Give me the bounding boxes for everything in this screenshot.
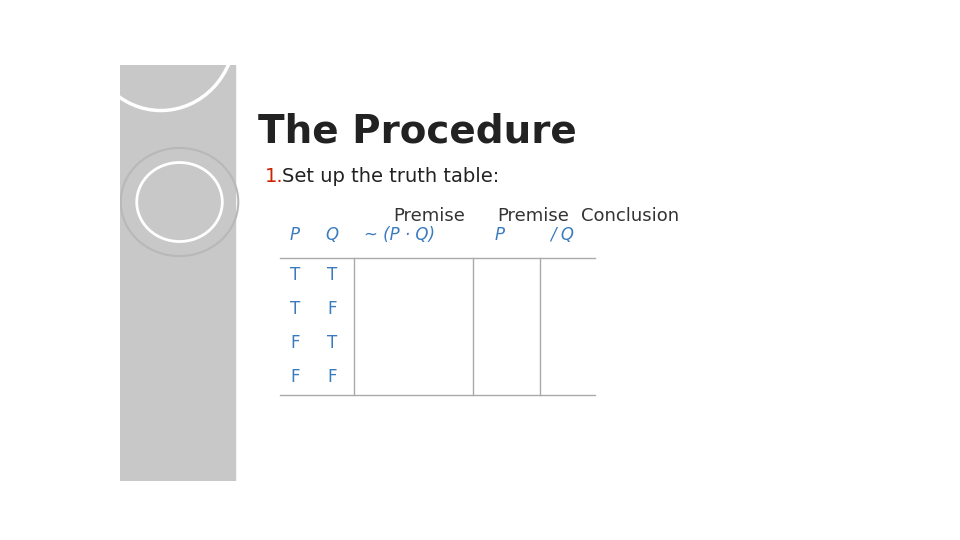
Text: The Procedure: The Procedure [257,113,576,151]
Text: ~ (P · Q): ~ (P · Q) [364,226,435,245]
Text: F: F [290,334,300,353]
Text: T: T [290,300,300,318]
Text: Premise: Premise [393,207,465,225]
Text: Conclusion: Conclusion [581,207,679,225]
Text: T: T [290,266,300,284]
Text: Q: Q [325,226,339,245]
Text: T: T [327,266,337,284]
Text: F: F [290,368,300,387]
Text: T: T [327,334,337,353]
Bar [120,65,235,481]
Text: F: F [327,368,337,387]
Text: P: P [494,226,504,245]
Text: P: P [290,226,300,245]
Text: Set up the truth table:: Set up the truth table: [282,167,499,186]
Text: / Q: / Q [551,226,575,245]
Text: F: F [327,300,337,318]
Text: Premise: Premise [497,207,569,225]
Text: 1.: 1. [265,167,284,186]
